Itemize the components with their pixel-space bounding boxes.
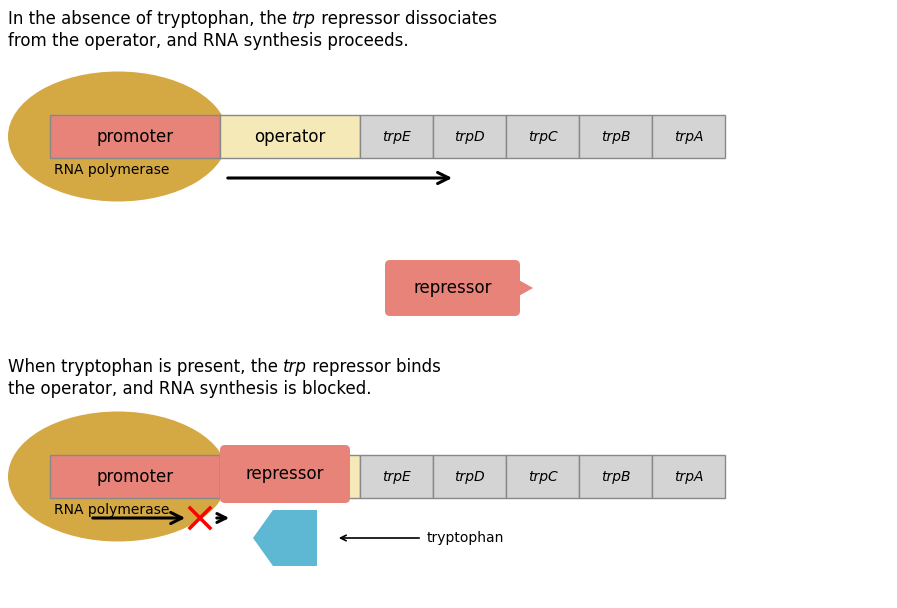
Text: trpB: trpB [601, 469, 631, 483]
Bar [579, 455, 652, 498]
Text: trpC: trpC [527, 130, 557, 143]
Text: trpE: trpE [382, 469, 411, 483]
Text: When tryptophan is present, the: When tryptophan is present, the [8, 358, 283, 376]
Text: trp: trp [292, 10, 316, 28]
Polygon shape [253, 510, 317, 566]
Bar [579, 115, 652, 158]
Text: from the operator, and RNA synthesis proceeds.: from the operator, and RNA synthesis pro… [8, 32, 409, 50]
Text: trpC: trpC [527, 469, 557, 483]
Bar [506, 115, 579, 158]
Bar [220, 455, 360, 498]
Bar [220, 115, 360, 158]
Bar [50, 115, 220, 158]
FancyBboxPatch shape [385, 260, 520, 316]
Text: the operator, and RNA synthesis is blocked.: the operator, and RNA synthesis is block… [8, 380, 371, 398]
Bar [433, 455, 506, 498]
Text: In the absence of tryptophan, the: In the absence of tryptophan, the [8, 10, 292, 28]
Polygon shape [515, 278, 533, 298]
Ellipse shape [8, 72, 228, 201]
Text: trpD: trpD [454, 469, 484, 483]
Text: trpA: trpA [674, 130, 703, 143]
Bar [360, 115, 433, 158]
Ellipse shape [8, 412, 228, 542]
Text: repressor binds: repressor binds [307, 358, 441, 376]
Text: repressor: repressor [414, 279, 492, 297]
Text: trpB: trpB [601, 130, 631, 143]
Text: promoter: promoter [97, 128, 173, 145]
FancyBboxPatch shape [220, 445, 350, 503]
Text: trp: trp [283, 358, 307, 376]
Text: trpA: trpA [674, 469, 703, 483]
Text: repressor dissociates: repressor dissociates [316, 10, 497, 28]
Text: RNA polymerase: RNA polymerase [54, 163, 170, 177]
Bar [433, 115, 506, 158]
Bar [652, 455, 725, 498]
Bar [360, 455, 433, 498]
Text: repressor: repressor [246, 465, 324, 483]
Bar [652, 115, 725, 158]
Text: trpE: trpE [382, 130, 411, 143]
Bar [50, 455, 220, 498]
Text: promoter: promoter [97, 468, 173, 486]
Text: operator: operator [255, 468, 326, 486]
Text: tryptophan: tryptophan [427, 531, 504, 545]
Text: RNA polymerase: RNA polymerase [54, 503, 170, 517]
Text: trpD: trpD [454, 130, 484, 143]
Bar [506, 455, 579, 498]
Text: operator: operator [255, 128, 326, 145]
